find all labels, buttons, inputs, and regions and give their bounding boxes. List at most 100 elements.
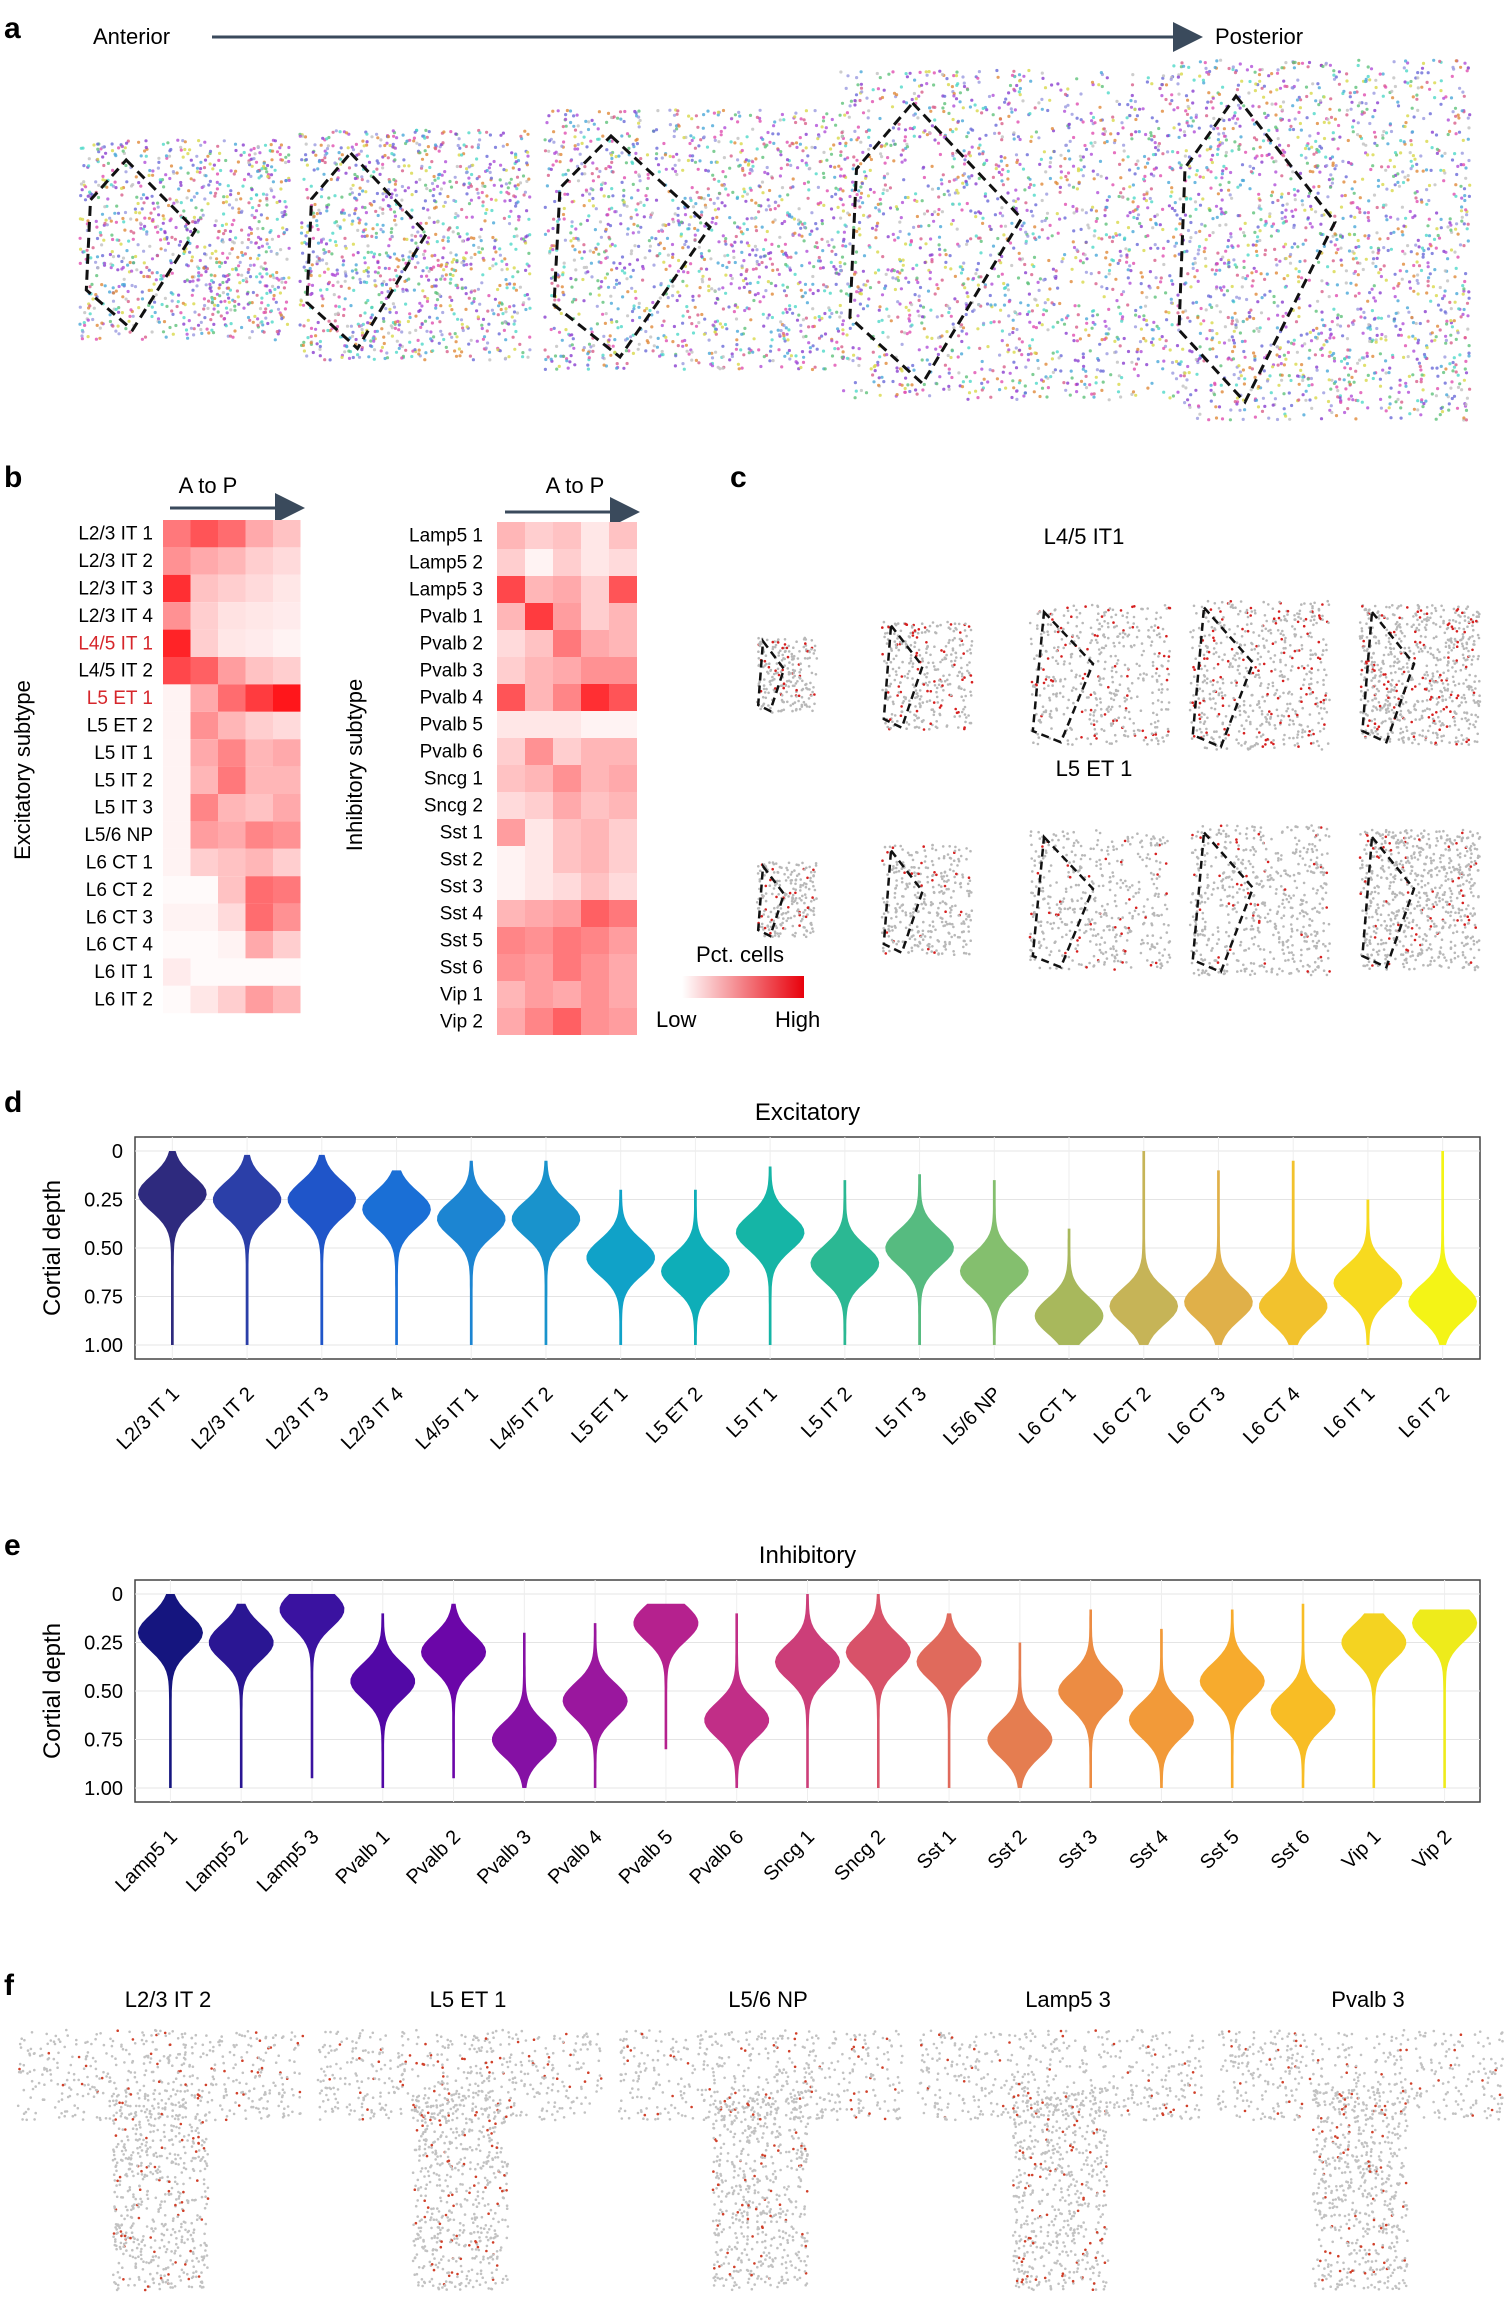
heatmap-cell <box>218 712 246 739</box>
heatmap-cell <box>191 849 219 876</box>
heatmap-cell <box>273 630 301 657</box>
heatmap-cell <box>191 876 219 903</box>
section-c-2-5 <box>1359 829 1481 972</box>
heatmap-cell <box>581 738 609 765</box>
heatmap-cell <box>525 1008 553 1035</box>
violin-x-tick: Sncg 2 <box>830 1826 890 1886</box>
heatmap-row-label: L4/5 IT 2 <box>78 661 153 682</box>
panel-c-letter: c <box>730 461 747 494</box>
heatmap-row-label: Sst 2 <box>440 849 483 870</box>
panel-f-sections: L2/3 IT 2 L5 ET 1 L5/6 NP Lamp5 3 Pvalb 3 <box>17 1987 1504 2291</box>
heatmap-cell <box>163 794 191 821</box>
heatmap-cell <box>163 520 191 547</box>
heatmap-cell <box>218 931 246 958</box>
heatmap-cell <box>191 958 219 985</box>
section-a-4 <box>839 69 1172 402</box>
heatmap-cell <box>218 630 246 657</box>
heatmap-row-label: Vip 1 <box>440 984 483 1005</box>
cortex-outline <box>1362 612 1414 742</box>
heatmap-cell <box>218 849 246 876</box>
section-c-1-3 <box>1029 604 1171 746</box>
heatmap-cell <box>163 657 191 684</box>
heatmap-cell <box>218 767 246 794</box>
heatmap-cell <box>246 657 274 684</box>
heatmap-cell <box>497 765 525 792</box>
heatmap-cell <box>497 819 525 846</box>
heatmap-cell <box>273 575 301 602</box>
heatmap-cell <box>609 954 637 981</box>
heatmap-cell <box>191 547 219 574</box>
heatmap-cell <box>497 1008 525 1035</box>
heatmap-cell <box>191 821 219 848</box>
heatmap-row-label: L4/5 IT 1 <box>78 633 153 654</box>
heatmap-cell <box>609 792 637 819</box>
heatmap-cell <box>218 821 246 848</box>
panel-f-title: L2/3 IT 2 <box>125 1987 211 2012</box>
section-c-2-2 <box>881 844 973 956</box>
panel-f-title: Pvalb 3 <box>1331 1987 1404 2012</box>
violin-x-tick: L6 CT 3 <box>1164 1383 1230 1449</box>
heatmap-cell <box>191 931 219 958</box>
heatmap-cell <box>553 630 581 657</box>
heatmap-cell <box>218 602 246 629</box>
legend-title: Pct. cells <box>696 942 784 967</box>
heatmap-cell <box>609 738 637 765</box>
heatmap-row-label: Sncg 2 <box>424 795 483 816</box>
heatmap-row-label: Pvalb 6 <box>420 741 483 762</box>
violin-x-tick: L5 IT 2 <box>797 1383 856 1442</box>
heatmap-cell <box>581 630 609 657</box>
panel-d-letter: d <box>4 1086 22 1119</box>
heatmap-cell <box>218 986 246 1013</box>
heatmap-row-label: Lamp5 3 <box>409 579 483 600</box>
heatmap-cell <box>273 712 301 739</box>
heatmap-row-label: L5 IT 3 <box>94 798 153 819</box>
section-a-5 <box>1168 59 1471 422</box>
heatmap-cell <box>218 904 246 931</box>
heatmap-cell <box>246 904 274 931</box>
section-c-2-1 <box>756 861 818 938</box>
heatmap-cell <box>581 576 609 603</box>
heatmap-cell <box>525 603 553 630</box>
heatmap-cell <box>497 522 525 549</box>
heatmap-cell <box>218 575 246 602</box>
heatmap-cell <box>218 684 246 711</box>
heatmap-cell <box>191 575 219 602</box>
heatmap-row-label: L6 IT 2 <box>94 990 153 1011</box>
heatmap-cell <box>191 904 219 931</box>
heatmap-cell <box>609 873 637 900</box>
heatmap-cell <box>163 575 191 602</box>
section-f-3: L5/6 NP <box>618 1987 904 2291</box>
heatmap-cell <box>218 657 246 684</box>
heatmap-row-label: L6 CT 3 <box>86 907 153 928</box>
heatmap-row-label: Pvalb 3 <box>420 660 483 681</box>
heatmap-row-label: L2/3 IT 2 <box>78 551 153 572</box>
violin-x-tick: L2/3 IT 4 <box>337 1383 408 1454</box>
section-a-2 <box>298 129 531 362</box>
heatmap-cell <box>273 876 301 903</box>
heatmap-cell <box>497 603 525 630</box>
heatmap-cell <box>553 711 581 738</box>
heatmap-cell <box>497 657 525 684</box>
exc-arrow-label: A to P <box>179 473 238 498</box>
heatmap-cell <box>273 657 301 684</box>
violin-x-tick: Sst 5 <box>1196 1826 1244 1874</box>
heatmap-row-label: L2/3 IT 1 <box>78 524 153 545</box>
violin-chart-title: Excitatory <box>755 1099 860 1126</box>
cortex-outline <box>850 103 1022 384</box>
heatmap-row-label: Vip 2 <box>440 1011 483 1032</box>
heatmap-cell <box>246 958 274 985</box>
heatmap-cell <box>497 846 525 873</box>
panel-c-row1-title: L4/5 IT1 <box>1044 524 1125 549</box>
heatmap-cell <box>609 846 637 873</box>
heatmap-cell <box>497 576 525 603</box>
violin-y-tick: 0.25 <box>84 1633 123 1655</box>
heatmap-cell <box>191 684 219 711</box>
heatmap-cell <box>609 711 637 738</box>
violin-x-tick: L2/3 IT 3 <box>262 1383 333 1454</box>
heatmap-cell <box>609 765 637 792</box>
violin-x-tick: L5 ET 2 <box>642 1383 707 1448</box>
section-a-3 <box>543 108 846 371</box>
heatmap-cell <box>246 630 274 657</box>
heatmap-cell <box>609 684 637 711</box>
